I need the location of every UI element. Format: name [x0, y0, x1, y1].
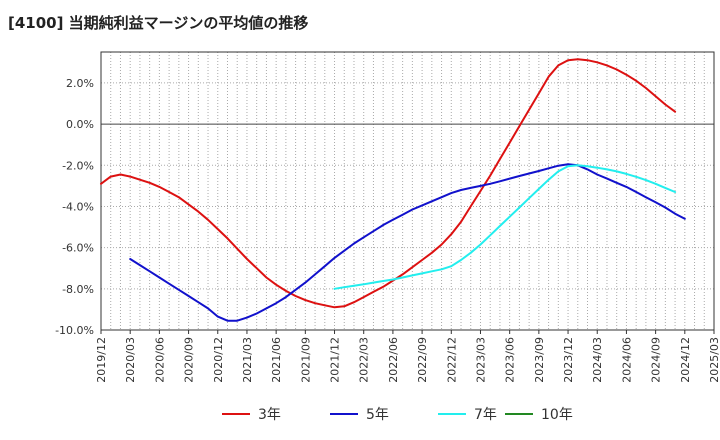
x-tick-label: 2020/09: [183, 337, 196, 383]
series-line-3年: [100, 58, 677, 309]
legend-swatch: [222, 413, 250, 415]
x-tick-label: 2022/09: [416, 337, 429, 383]
x-tick-label: 2020/03: [124, 337, 137, 383]
legend-item: 3年: [222, 402, 281, 426]
x-tick-label: 2021/06: [270, 337, 283, 383]
legend-item: 10年: [505, 402, 573, 426]
y-tick-label: -10.0%: [55, 324, 94, 337]
x-tick-label: 2022/12: [445, 337, 458, 383]
x-tick-label: 2021/03: [241, 337, 254, 383]
x-tick-label: 2022/06: [387, 337, 400, 383]
plot-frame: [100, 51, 715, 331]
y-tick-label: -8.0%: [62, 283, 94, 296]
x-tick-label: 2022/03: [358, 337, 371, 383]
series-line-5年: [129, 163, 686, 322]
legend-label: 3年: [258, 407, 281, 423]
series-lines: [100, 58, 686, 322]
x-tick-label: 2020/12: [212, 337, 225, 383]
legend-label: 5年: [366, 407, 389, 423]
chart-title: [4100] 当期純利益マージンの平均値の推移: [8, 14, 309, 32]
x-tick-label: 2023/09: [533, 337, 546, 383]
y-tick-labels: 2.0% 0.0% -2.0% -4.0% -6.0% -8.0% -10.0%: [55, 77, 94, 337]
x-tick-label: 2025/03: [708, 337, 720, 383]
line-chart: 2.0% 0.0% -2.0% -4.0% -6.0% -8.0% -10.0% 2019/…: [55, 51, 720, 383]
x-tick-label: 2021/12: [329, 337, 342, 383]
series-line-7年: [333, 164, 677, 290]
legend-swatch: [438, 413, 466, 415]
x-tick-label: 2024/09: [650, 337, 663, 383]
legend-label: 10年: [541, 407, 573, 423]
grid-lines: [101, 52, 714, 330]
x-tick-label: 2021/09: [299, 337, 312, 383]
legend-item: 5年: [330, 402, 389, 426]
y-tick-label: 0.0%: [66, 118, 94, 131]
x-tick-label: 2023/06: [504, 337, 517, 383]
x-tick-label: 2023/12: [562, 337, 575, 383]
x-tick-label: 2024/12: [679, 337, 692, 383]
x-tick-label: 2023/03: [474, 337, 487, 383]
x-tick-label: 2019/12: [95, 337, 108, 383]
y-tick-label: -4.0%: [62, 200, 94, 213]
y-tick-label: 2.0%: [66, 77, 94, 90]
legend-swatch: [505, 413, 533, 415]
y-tick-label: -6.0%: [62, 242, 94, 255]
legend-label: 7年: [474, 407, 497, 423]
x-tick-label: 2020/06: [153, 337, 166, 383]
x-tick-labels: 2019/12 2020/03 2020/06 2020/09 2020/12 2021/…: [95, 337, 720, 383]
y-tick-label: -2.0%: [62, 159, 94, 172]
x-tick-label: 2024/06: [620, 337, 633, 383]
x-tick-label: 2024/03: [591, 337, 604, 383]
axes: [100, 51, 715, 334]
legend-item: 7年: [438, 402, 497, 426]
legend-swatch: [330, 413, 358, 415]
legend: 3年 5年 7年 10年: [0, 402, 720, 426]
